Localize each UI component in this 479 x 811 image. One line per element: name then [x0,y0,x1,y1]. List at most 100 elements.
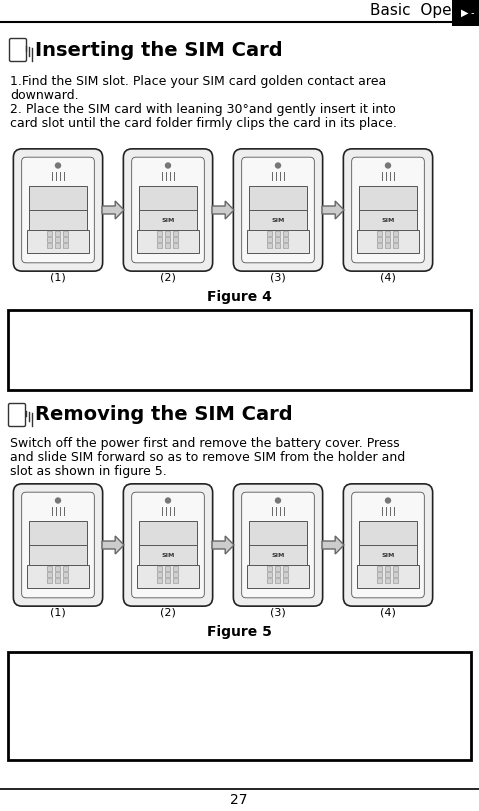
FancyBboxPatch shape [29,186,87,217]
FancyBboxPatch shape [157,238,163,242]
FancyBboxPatch shape [242,157,314,263]
FancyBboxPatch shape [165,243,171,248]
FancyBboxPatch shape [249,545,307,566]
FancyBboxPatch shape [27,230,89,253]
FancyBboxPatch shape [8,652,471,760]
FancyBboxPatch shape [385,238,391,242]
FancyBboxPatch shape [55,573,61,577]
FancyBboxPatch shape [283,238,289,242]
FancyBboxPatch shape [247,565,309,588]
FancyBboxPatch shape [233,149,323,271]
Circle shape [386,498,390,503]
FancyBboxPatch shape [139,545,197,566]
Circle shape [166,498,171,503]
Text: (1): (1) [50,272,66,282]
FancyBboxPatch shape [139,186,197,217]
FancyBboxPatch shape [27,565,89,588]
Text: downward.: downward. [10,89,79,102]
FancyBboxPatch shape [157,567,163,571]
Text: (1): (1) [50,607,66,617]
Text: Switch off the power first and remove the battery cover. Press: Switch off the power first and remove th… [10,437,399,450]
Text: Figure 4: Figure 4 [206,290,272,304]
Text: Important! : Keep all miniature SIM cards out of: Important! : Keep all miniature SIM card… [14,664,375,677]
FancyBboxPatch shape [283,579,289,583]
FancyBboxPatch shape [63,232,69,236]
FancyBboxPatch shape [63,567,69,571]
FancyBboxPatch shape [173,573,179,577]
Text: Removing the SIM Card: Removing the SIM Card [35,406,293,424]
Circle shape [386,163,390,168]
FancyBboxPatch shape [139,210,197,231]
FancyBboxPatch shape [124,149,213,271]
FancyBboxPatch shape [22,492,94,598]
FancyBboxPatch shape [165,579,171,583]
FancyBboxPatch shape [385,573,391,577]
FancyBboxPatch shape [377,238,383,242]
Text: SIM: SIM [381,218,395,223]
FancyBboxPatch shape [249,521,307,552]
FancyBboxPatch shape [165,238,171,242]
Text: SIM: SIM [271,218,285,223]
FancyBboxPatch shape [47,238,53,242]
FancyBboxPatch shape [267,579,273,583]
FancyBboxPatch shape [63,238,69,242]
Text: and slide SIM forward so as to remove SIM from the holder and: and slide SIM forward so as to remove SI… [10,451,405,464]
Text: SIM: SIM [271,553,285,558]
FancyBboxPatch shape [165,232,171,236]
Text: Basic  Operation: Basic Operation [370,3,479,19]
FancyBboxPatch shape [247,230,309,253]
FancyBboxPatch shape [63,579,69,583]
FancyBboxPatch shape [275,573,281,577]
FancyBboxPatch shape [63,243,69,248]
FancyBboxPatch shape [283,573,289,577]
FancyBboxPatch shape [275,243,281,248]
FancyBboxPatch shape [124,484,213,606]
Circle shape [56,498,60,503]
Text: so be careful when handling,: so be careful when handling, [14,728,300,741]
FancyBboxPatch shape [13,484,103,606]
FancyBboxPatch shape [47,567,53,571]
Text: SIM: SIM [161,218,175,223]
FancyBboxPatch shape [173,232,179,236]
FancyBboxPatch shape [55,232,61,236]
Text: Important! : Before removing the cover, always: Important! : Before removing the cover, … [14,322,369,335]
FancyBboxPatch shape [385,579,391,583]
FancyBboxPatch shape [173,567,179,571]
FancyBboxPatch shape [13,149,103,271]
FancyBboxPatch shape [29,210,87,231]
FancyBboxPatch shape [137,230,199,253]
FancyBboxPatch shape [132,492,205,598]
Text: 2. Place the SIM card with leaning 30°and gently insert it into: 2. Place the SIM card with leaning 30°an… [10,103,396,116]
FancyBboxPatch shape [249,210,307,231]
FancyBboxPatch shape [249,186,307,217]
FancyBboxPatch shape [233,484,323,606]
Text: Figure 5: Figure 5 [206,625,272,639]
FancyArrow shape [212,201,234,219]
FancyBboxPatch shape [132,157,205,263]
Text: ▶: ▶ [461,8,469,18]
FancyBboxPatch shape [47,243,53,248]
Circle shape [275,498,281,503]
FancyArrow shape [322,536,344,554]
Text: the reach of small children. The SIM: the reach of small children. The SIM [14,680,354,693]
FancyBboxPatch shape [452,0,479,26]
FancyBboxPatch shape [165,573,171,577]
FancyBboxPatch shape [377,243,383,248]
FancyBboxPatch shape [283,243,289,248]
Text: card and its contacts can be easily: card and its contacts can be easily [14,696,343,709]
FancyBboxPatch shape [393,243,399,248]
FancyBboxPatch shape [137,565,199,588]
FancyBboxPatch shape [352,157,424,263]
FancyBboxPatch shape [275,232,281,236]
FancyBboxPatch shape [275,579,281,583]
Circle shape [56,163,60,168]
FancyBboxPatch shape [377,579,383,583]
FancyBboxPatch shape [267,232,273,236]
FancyBboxPatch shape [275,238,281,242]
Text: SIM: SIM [161,553,175,558]
FancyBboxPatch shape [393,238,399,242]
Text: -: - [470,8,474,18]
FancyArrow shape [212,536,234,554]
FancyBboxPatch shape [157,232,163,236]
Text: charger or any other devices.: charger or any other devices. [14,373,305,386]
